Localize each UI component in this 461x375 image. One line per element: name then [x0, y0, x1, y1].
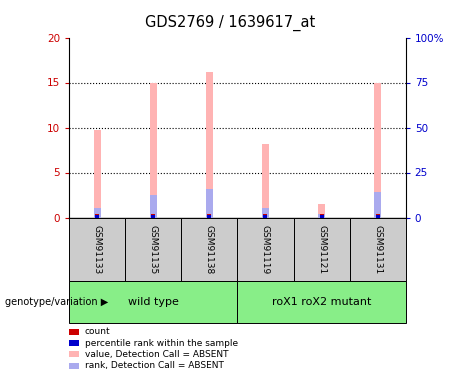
Text: wild type: wild type [128, 297, 179, 307]
Bar [262, 144, 269, 218]
Bar [318, 214, 325, 217]
Text: GSM91119: GSM91119 [261, 225, 270, 274]
Text: value, Detection Call = ABSENT: value, Detection Call = ABSENT [85, 350, 228, 359]
Bar [206, 72, 213, 217]
Bar [69, 217, 125, 281]
Bar [94, 130, 100, 218]
Bar [181, 217, 237, 281]
Text: percentile rank within the sample: percentile rank within the sample [85, 339, 238, 348]
Point [149, 214, 157, 220]
Bar [237, 217, 294, 281]
Point [374, 214, 381, 220]
Bar [150, 82, 157, 218]
Bar [206, 189, 213, 218]
Bar [374, 192, 381, 217]
Text: GSM91133: GSM91133 [93, 225, 102, 274]
Bar [94, 208, 100, 218]
Point [149, 213, 157, 219]
Point [94, 214, 101, 220]
Text: genotype/variation ▶: genotype/variation ▶ [5, 297, 108, 307]
Text: GSM91121: GSM91121 [317, 225, 326, 274]
Text: roX1 roX2 mutant: roX1 roX2 mutant [272, 297, 371, 307]
Point [206, 214, 213, 220]
Point [262, 214, 269, 220]
Text: rank, Detection Call = ABSENT: rank, Detection Call = ABSENT [85, 361, 224, 370]
Text: GSM91138: GSM91138 [205, 225, 214, 274]
Point [318, 214, 325, 220]
Bar [237, 281, 406, 322]
Point [374, 213, 381, 219]
Bar [150, 195, 157, 217]
Point [206, 213, 213, 219]
Bar [125, 217, 181, 281]
Text: GSM91135: GSM91135 [149, 225, 158, 274]
Bar [374, 82, 381, 218]
Bar [294, 217, 349, 281]
Bar [349, 217, 406, 281]
Text: GDS2769 / 1639617_at: GDS2769 / 1639617_at [145, 15, 316, 31]
Text: count: count [85, 327, 111, 336]
Bar [262, 208, 269, 218]
Text: GSM91131: GSM91131 [373, 225, 382, 274]
Point [94, 213, 101, 219]
Point [318, 213, 325, 219]
Point [262, 213, 269, 219]
Bar [318, 204, 325, 218]
Bar [69, 281, 237, 322]
